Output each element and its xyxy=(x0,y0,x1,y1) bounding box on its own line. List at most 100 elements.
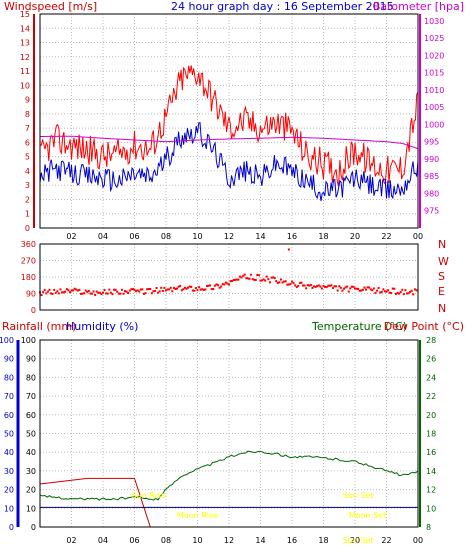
direction-point xyxy=(330,284,333,287)
direction-point xyxy=(229,280,232,283)
baro-y-tick-label: 1030 xyxy=(424,17,444,26)
direction-point xyxy=(168,288,171,291)
wind-y-tick-label: 5 xyxy=(25,153,30,162)
direction-point xyxy=(43,288,46,291)
baro-y-tick-label: 985 xyxy=(424,172,439,181)
direction-point xyxy=(231,279,234,282)
direction-point xyxy=(212,288,215,291)
direction-point xyxy=(62,291,65,294)
compass-label: E xyxy=(438,285,445,298)
rain-plot-frame xyxy=(39,339,419,528)
sun-moon-annotation: Moon Set xyxy=(349,511,386,520)
hum-y-tick-label: 80 xyxy=(26,373,36,382)
hum-y-tick-label: 40 xyxy=(26,448,36,457)
direction-point xyxy=(283,280,286,283)
chart-panels: 0123456789101112131415975980985990995100… xyxy=(0,10,449,545)
direction-point xyxy=(42,291,45,294)
direction-point xyxy=(349,287,352,290)
wind-x-tick-label: 18 xyxy=(318,232,328,241)
direction-point xyxy=(138,290,141,293)
direction-point xyxy=(111,293,114,296)
direction-point xyxy=(335,285,338,288)
direction-point xyxy=(289,283,292,286)
direction-point xyxy=(147,288,150,291)
direction-point xyxy=(142,292,145,295)
rain-y-tick-label-outer: 90 xyxy=(4,355,14,364)
hum-y-tick-label: 60 xyxy=(26,411,36,420)
direction-point xyxy=(73,287,76,290)
direction-point xyxy=(360,289,363,292)
direction-point xyxy=(380,290,383,293)
baro-y-tick-label: 1015 xyxy=(424,69,444,78)
direction-point xyxy=(116,290,119,293)
wind-x-tick-label: 06 xyxy=(129,232,139,241)
direction-point xyxy=(215,283,218,286)
direction-point xyxy=(253,278,256,281)
rain-x-tick-label: 18 xyxy=(318,536,328,545)
direction-point xyxy=(317,284,320,287)
direction-point xyxy=(284,280,287,283)
direction-point xyxy=(146,288,149,291)
direction-point xyxy=(358,289,361,292)
direction-point xyxy=(150,292,153,295)
direction-point xyxy=(149,287,152,290)
direction-point xyxy=(90,292,93,295)
direction-point xyxy=(240,276,243,279)
direction-point xyxy=(413,288,416,291)
direction-point xyxy=(379,291,382,294)
direction-point xyxy=(275,280,278,283)
direction-point xyxy=(223,283,226,286)
direction-point xyxy=(327,284,330,287)
direction-point xyxy=(272,276,275,279)
direction-point xyxy=(169,286,172,289)
direction-outlier-point xyxy=(287,248,290,251)
direction-point xyxy=(412,293,415,296)
temperature-axis-title: Temperature (°C) xyxy=(311,320,407,333)
rain-x-tick-label: 10 xyxy=(192,536,202,545)
rain-y-tick-label-outer: 30 xyxy=(4,467,14,476)
direction-point xyxy=(202,288,205,291)
direction-point xyxy=(366,286,369,289)
rain-x-tick-label: 20 xyxy=(350,536,360,545)
direction-point xyxy=(76,289,79,292)
direction-point xyxy=(102,291,104,294)
dewpoint-axis-title: Dew Point (°C) xyxy=(384,320,464,333)
temp-y-tick-label: 10 xyxy=(426,504,436,513)
direction-point xyxy=(87,289,90,292)
compass-label: W xyxy=(438,255,449,268)
direction-point xyxy=(84,289,87,292)
direction-point xyxy=(322,284,325,287)
direction-point xyxy=(40,294,43,297)
direction-point xyxy=(376,289,379,292)
direction-point xyxy=(306,284,309,287)
direction-point xyxy=(177,285,180,288)
direction-point xyxy=(157,291,160,294)
rain-y-tick-label-outer: 10 xyxy=(4,504,14,513)
direction-point xyxy=(369,288,372,291)
direction-point xyxy=(262,278,265,281)
direction-point xyxy=(183,286,186,289)
wind-y-tick-label: 15 xyxy=(20,10,30,19)
direction-point xyxy=(393,287,396,290)
direction-point xyxy=(261,279,264,282)
direction-point xyxy=(311,286,314,289)
hum-y-tick-label: 70 xyxy=(26,392,36,401)
direction-point xyxy=(158,290,161,293)
direction-point xyxy=(398,292,401,295)
direction-point xyxy=(89,292,92,295)
direction-point xyxy=(109,291,112,294)
direction-point xyxy=(171,290,174,293)
wind-x-tick-label: 08 xyxy=(161,232,171,241)
wind-x-tick-label: 16 xyxy=(287,232,297,241)
direction-point xyxy=(242,274,245,277)
direction-point xyxy=(133,288,136,291)
baro-y-tick-label: 1005 xyxy=(424,103,444,112)
rain-x-tick-label: 14 xyxy=(255,536,265,545)
wind-x-tick-label: 22 xyxy=(381,232,391,241)
wind-y-tick-label: 11 xyxy=(20,67,30,76)
direction-point xyxy=(141,288,144,291)
rain-x-tick-label: 00 xyxy=(413,536,423,545)
direction-point xyxy=(165,289,167,292)
hum-y-tick-label: 100 xyxy=(21,336,36,345)
direction-point xyxy=(79,292,82,295)
